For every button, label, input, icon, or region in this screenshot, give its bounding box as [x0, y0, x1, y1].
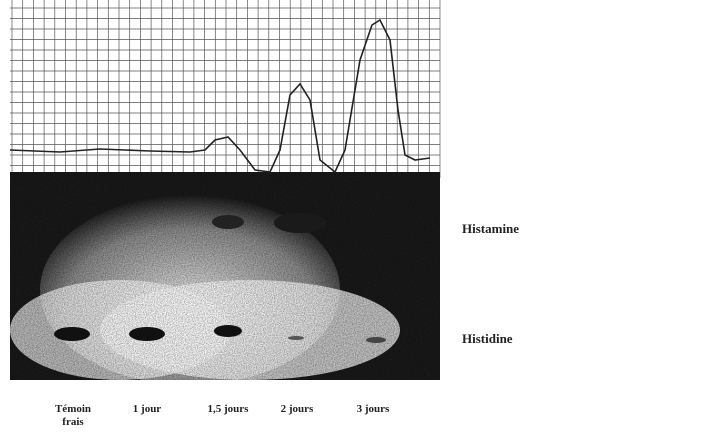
histidine-spot [54, 327, 90, 341]
plate-grain [10, 172, 440, 380]
densitometer-trace [9, 18, 431, 174]
lane-label: 3 jours [356, 403, 390, 415]
histidine-spot [288, 336, 304, 340]
lane-label: 2 jours [280, 403, 314, 415]
histamine-spot [212, 215, 244, 229]
band-label: Histidine [462, 331, 513, 346]
histidine-spot [129, 327, 165, 341]
histidine-spot [366, 337, 386, 343]
recorder-grid [10, 0, 441, 178]
histidine-spot [214, 325, 242, 337]
band-label: Histamine [462, 221, 520, 236]
lane-label: Témoin frais [54, 403, 92, 428]
histamine-spot [274, 213, 326, 233]
lane-label: 1,5 jours [207, 403, 249, 415]
lane-label: 1 jour [132, 403, 162, 415]
